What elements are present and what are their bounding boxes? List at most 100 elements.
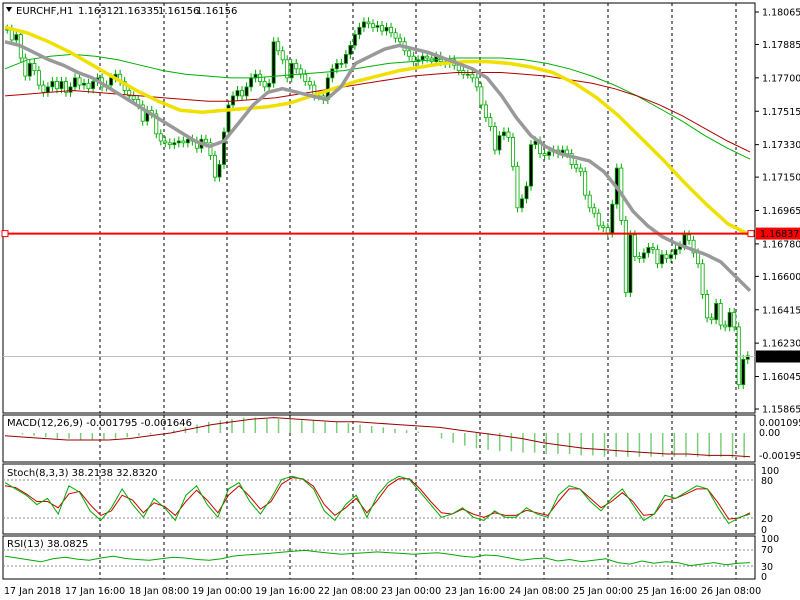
candle-body (330, 68, 335, 79)
candle-body (488, 117, 493, 127)
candle-body (127, 90, 132, 97)
time-tick-label: 23 Jan 00:00 (381, 586, 441, 597)
candle-body (736, 326, 741, 386)
candle-body (605, 227, 610, 234)
candle-body (380, 25, 384, 32)
candle-body (54, 81, 59, 90)
candle-body (520, 198, 524, 209)
candle-body (510, 137, 515, 167)
candle-body (163, 140, 168, 144)
candle-body (470, 73, 475, 79)
level-handle-right[interactable] (747, 230, 755, 238)
candle-body (515, 165, 520, 209)
candle-body (664, 254, 669, 259)
candle-body (361, 21, 366, 28)
price-tick-label: 1.16230 (762, 339, 800, 350)
candle-body (483, 104, 488, 118)
time-axis: 17 Jan 2018 17 Jan 16:00 18 Jan 08:00 19 Ja… (4, 586, 761, 597)
candle-body (240, 90, 245, 97)
price-tick-label: 1.16600 (762, 272, 800, 283)
candle-body (249, 77, 254, 88)
candle-body (682, 234, 687, 247)
candle-body (659, 254, 664, 265)
candle-body (547, 151, 552, 156)
candle-body (506, 131, 511, 138)
candle-body (185, 138, 190, 144)
candle-body (226, 104, 231, 133)
price-tick-label: 1.17700 (762, 73, 800, 84)
candle-body (569, 153, 574, 165)
time-tick-label: 26 Jan 08:00 (701, 586, 761, 597)
period-separators (99, 3, 737, 579)
candle-body (700, 263, 705, 295)
candle-body (384, 26, 389, 32)
candle-body (628, 234, 633, 294)
time-tick-label: 17 Jan 2018 (4, 586, 61, 597)
candle-body (741, 358, 746, 386)
candle-body (696, 252, 701, 265)
candle-body (285, 59, 290, 79)
candle-body (303, 73, 308, 82)
candle-body (181, 140, 186, 144)
candle-body (371, 23, 375, 28)
price-tick-label: 1.17885 (762, 40, 800, 51)
chart-header: EURCHF,H1 1.16312 1.16335 1.16156 1.1615… (6, 6, 237, 17)
candle-body (176, 140, 181, 144)
stoch-title: Stoch(8,3,3) 38.2138 32.8320 (7, 468, 158, 479)
candle-body (474, 77, 479, 88)
candle-body (375, 25, 380, 28)
rsi-panel (2, 535, 756, 580)
candle-body (650, 247, 655, 250)
candles (5, 17, 750, 390)
candle-body (389, 26, 394, 34)
candle-body (298, 68, 303, 75)
level-price-label: 1.16837 (760, 229, 799, 240)
candle-body (398, 37, 403, 43)
candle-body (411, 55, 416, 63)
level-handle-left[interactable] (1, 230, 9, 238)
candle-body (357, 26, 362, 35)
candle-body (596, 212, 601, 227)
candle-body (27, 63, 32, 77)
candle-body (727, 312, 732, 328)
candle-body (501, 131, 506, 137)
price-tick-label: 1.18065 (762, 8, 800, 19)
stoch-main-line (4, 475, 751, 525)
candle-body (14, 34, 19, 41)
candle-body (59, 81, 64, 90)
price-tick-label: 1.16045 (762, 372, 800, 383)
candle-body (32, 63, 37, 72)
rsi-axis-label: 100 (761, 534, 779, 545)
candle-body (709, 317, 714, 321)
candle-body (578, 167, 583, 173)
stoch-panel (2, 463, 756, 535)
candle-body (140, 104, 145, 122)
rsi-axis-label: 70 (761, 545, 773, 556)
price-tick-label: 1.17150 (762, 173, 800, 184)
time-tick-label: 25 Jan 00:00 (573, 586, 633, 597)
rsi-line (4, 549, 751, 567)
price-tick-label: 1.17330 (762, 140, 800, 151)
candle-body (73, 77, 77, 88)
candle-body (465, 73, 470, 76)
ohlc-low: 1.16156 (158, 6, 199, 17)
candle-body (583, 171, 588, 196)
candle-body (691, 239, 696, 254)
candle-body (641, 252, 646, 259)
candle-body (524, 185, 529, 200)
candle-body (267, 82, 272, 88)
candle-body (542, 153, 547, 156)
ma-slow-green-line (4, 53, 751, 160)
macd-axis-label: 0.001095 (759, 418, 800, 429)
stoch-axis-label: 100 (761, 466, 779, 477)
candle-body (294, 63, 299, 70)
candle-body (637, 256, 642, 259)
candle-body (244, 86, 249, 97)
candle-body (208, 142, 213, 156)
ohlc-open: 1.16312 (78, 6, 119, 17)
price-tick-label: 1.17515 (762, 107, 800, 118)
candle-body (425, 55, 430, 59)
candle-body (352, 34, 357, 46)
ohlc-close: 1.16156 (196, 6, 237, 17)
